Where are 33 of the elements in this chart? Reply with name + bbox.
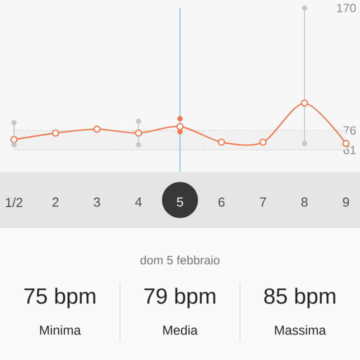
text: Minima [40, 325, 81, 335]
text: 79 bpm [144, 288, 216, 308]
point [177, 116, 183, 122]
x-tick-label: 1/2 [6, 198, 22, 208]
x-tick-label: 6 [218, 198, 225, 207]
text: 75 bpm [24, 288, 96, 308]
point [177, 129, 183, 134]
text: Massima [275, 325, 326, 335]
point [259, 138, 267, 146]
point [302, 5, 308, 11]
text: 85 bpm [264, 288, 336, 308]
x-tick-label: 2 [52, 198, 58, 207]
point [93, 126, 101, 133]
x-tick-label: 4 [135, 198, 142, 206]
point [11, 120, 17, 126]
point [134, 129, 142, 137]
x-tick-label: 3 [94, 198, 100, 207]
x-tick-label: 5 [176, 198, 184, 207]
text: Media [163, 325, 198, 335]
x-tick-label: 8 [301, 198, 308, 207]
text: dom 5 febbraio [140, 256, 220, 264]
y-tick-label: 170 [337, 4, 356, 12]
x-tick-label: 9 [342, 198, 349, 207]
point [136, 142, 142, 148]
point [176, 122, 184, 130]
x-tick-label: 7 [260, 198, 266, 206]
point [52, 129, 60, 137]
point [136, 118, 142, 124]
point [300, 100, 308, 107]
point [302, 140, 308, 146]
point [11, 142, 17, 148]
point [218, 138, 226, 146]
point [10, 136, 18, 144]
